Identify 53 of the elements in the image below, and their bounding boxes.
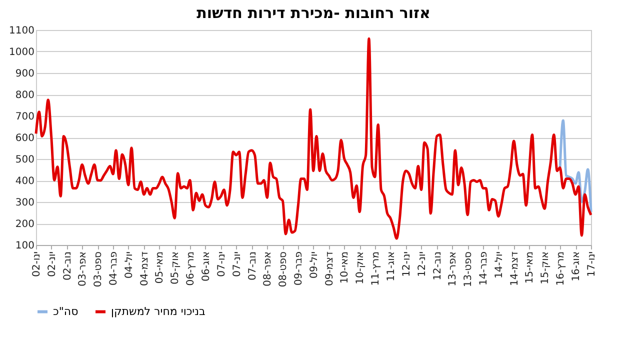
x-tick-label: נוב-02: [62, 252, 74, 280]
y-tick-label: 900: [15, 68, 34, 80]
x-tick-label: פבר-04: [108, 252, 120, 286]
y-tick-label: 600: [15, 133, 34, 144]
legend-label: בניכוי מחיר למשתקן: [111, 304, 206, 318]
line-series: [34, 37, 592, 240]
x-tick-label: דצמ-14: [509, 250, 520, 286]
x-tick-label: מרץ-16: [556, 252, 567, 286]
y-tick-label: 500: [15, 154, 34, 166]
x-tick-label: פבר-09: [294, 252, 305, 286]
y-tick-label: 300: [15, 198, 34, 208]
chart-title: אזור רחובות -מכירת דירות חדשות: [196, 4, 430, 22]
y-tick-label: 1000: [9, 47, 34, 58]
x-tick-label: אפר-13: [448, 252, 459, 286]
x-tick-label: אפר-08: [262, 252, 274, 286]
x-tick-label: אוק-15: [540, 252, 552, 284]
legend-label: סה"כ: [53, 304, 78, 318]
x-tick-label: אוג-11: [386, 252, 397, 282]
x-tick-label: מאי-05: [154, 252, 166, 284]
x-tick-label: אוק-10: [355, 252, 366, 284]
x-tick-label: יונ-02: [46, 252, 58, 277]
x-tick-label: אפר-03: [78, 252, 89, 286]
x-tick-label: מאי-10: [340, 252, 351, 284]
y-tick-label: 700: [15, 112, 34, 122]
x-tick-label: אוג-16: [571, 252, 582, 282]
x-tick-label: אוק-05: [170, 252, 182, 284]
x-tick-label: אוג-06: [200, 252, 212, 282]
x-tick-label: יול-09: [308, 252, 320, 278]
x-tick-label: מרץ-11: [370, 252, 382, 286]
line-series: [558, 119, 592, 214]
x-tick-label: ספט-03: [93, 252, 104, 288]
y-tick-label: 200: [15, 219, 34, 230]
x-tick-label: נוב-07: [247, 252, 258, 280]
y-tick-label: 1100: [9, 26, 34, 36]
x-tick-label: דצמ-09: [324, 250, 336, 286]
x-tick-label: יונ-12: [416, 252, 428, 277]
x-tick-label: מאי-15: [524, 252, 536, 284]
y-tick-label: 800: [15, 90, 34, 101]
x-tick-label: ינו-02: [32, 252, 42, 277]
x-tick-label: יונ-07: [232, 252, 243, 277]
x-tick-label: יול-04: [124, 252, 135, 278]
x-tick-label: פבר-14: [478, 252, 490, 286]
x-tick-label: ינו-07: [216, 252, 228, 277]
y-tick-label: 100: [15, 240, 34, 252]
x-tick-label: ינו-17: [586, 252, 598, 277]
x-tick-label: יול-14: [494, 252, 505, 278]
x-tick-label: ספט-13: [463, 252, 474, 288]
x-tick-label: מרץ-06: [185, 252, 196, 286]
x-tick-label: ספט-08: [278, 252, 290, 288]
y-tick-label: 400: [15, 176, 34, 187]
x-tick-label: דצמ-04: [139, 250, 150, 286]
x-tick-label: נוב-12: [432, 252, 444, 280]
x-tick-label: ינו-12: [401, 252, 412, 277]
